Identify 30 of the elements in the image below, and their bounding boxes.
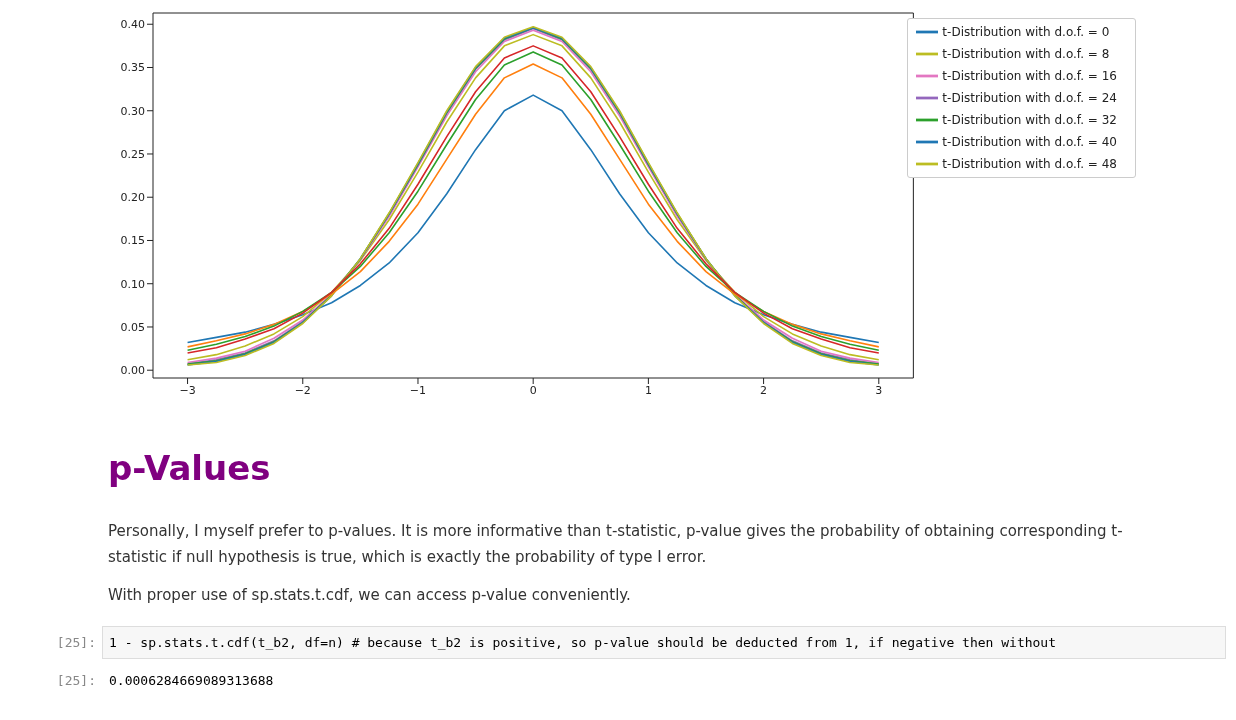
y-tick-label: 0.35 [120,61,145,75]
text: 1 - sp.stats.t.cdf(t_b2, df=n) # because t_b2 is positive, so p-value should be deducted from 1, if negative then without [102,626,1226,659]
y-tick-label: 0.40 [120,18,145,32]
x-tick-label: 2 [760,383,768,397]
legend-label: t-Distribution with d.o.f. = 40 [942,134,1117,149]
x-tick-label: −3 [179,383,196,397]
legend-label: t-Distribution with d.o.f. = 0 [942,24,1110,39]
legend-label: t-Distribution with d.o.f. = 16 [942,68,1117,83]
legend-label: t-Distribution with d.o.f. = 32 [942,112,1117,127]
legend-label: t-Distribution with d.o.f. = 24 [942,90,1117,105]
text: [25]: [55,673,97,688]
x-tick-label: −2 [294,383,311,397]
y-tick-label: 0.15 [120,234,145,248]
y-tick-label: 0.20 [120,191,145,205]
x-tick-label: 1 [644,383,652,397]
text: With proper use of sp.stats.t.cdf, we can access p-value conveniently. [108,586,632,604]
y-tick-label: 0.10 [120,277,145,291]
y-tick-label: 0.00 [120,364,145,378]
x-tick-label: 0 [529,383,537,397]
legend-label: t-Distribution with d.o.f. = 8 [942,46,1110,61]
text: p-Values [108,448,272,488]
text: Personally, I myself prefer to p-values. It is more informative than t-statistic, p-value gives the probability of obtaining corresponding t-statistic if null hypothesis is true, which is exactly the probability of type I error. [108,521,1124,568]
legend-label: t-Distribution with d.o.f. = 48 [942,156,1117,171]
x-tick-label: −1 [409,383,427,397]
y-tick-label: 0.25 [120,147,145,161]
y-tick-label: 0.30 [120,104,145,118]
text: [25]: [55,635,97,650]
y-tick-label: 0.05 [120,320,145,334]
text: 0.0006284669089313688 [108,673,275,688]
x-tick-label: 3 [875,383,883,397]
